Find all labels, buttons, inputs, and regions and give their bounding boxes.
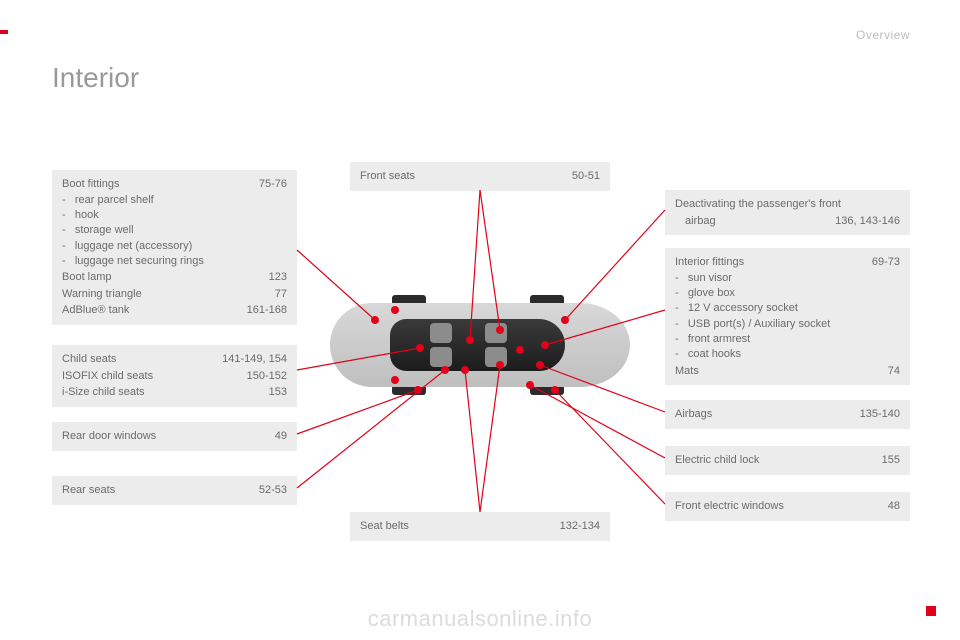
row: i-Size child seats 153 — [62, 384, 287, 401]
sub-item: hook — [62, 208, 287, 223]
box-child-seats: Child seats 141-149, 154 ISOFIX child se… — [52, 345, 297, 407]
label: Boot lamp — [62, 269, 259, 286]
box-rear-seats: Rear seats 52-53 — [52, 476, 297, 505]
label: Boot fittings — [62, 176, 249, 193]
label: i-Size child seats — [62, 384, 259, 401]
sub-item: luggage net securing rings — [62, 254, 287, 269]
sub-item: rear parcel shelf — [62, 193, 287, 208]
seat — [485, 323, 507, 343]
seat — [430, 323, 452, 343]
page: 136, 143-146 — [825, 213, 900, 230]
page: 69-73 — [862, 254, 900, 271]
sub-item: sun visor — [675, 271, 900, 286]
page: 49 — [265, 428, 287, 445]
sub-item: coat hooks — [675, 347, 900, 362]
corner-accent — [926, 606, 936, 616]
row-boot-fittings: Boot fittings 75-76 — [62, 176, 287, 193]
label: Warning triangle — [62, 286, 265, 303]
page: 155 — [872, 452, 900, 469]
box-electric-child-lock: Electric child lock 155 — [665, 446, 910, 475]
page: 50-51 — [562, 168, 600, 185]
row: Electric child lock 155 — [675, 452, 900, 469]
row: Seat belts 132-134 — [360, 518, 600, 535]
sub-item: luggage net (accessory) — [62, 239, 287, 254]
page: 123 — [259, 269, 287, 286]
box-seat-belts: Seat belts 132-134 — [350, 512, 610, 541]
row-warning-triangle: Warning triangle 77 — [62, 286, 287, 303]
row-adblue: AdBlue® tank 161-168 — [62, 302, 287, 319]
row: Airbags 135-140 — [675, 406, 900, 423]
label: Seat belts — [360, 518, 550, 535]
row-mats: Mats 74 — [675, 363, 900, 380]
label: Airbags — [675, 406, 850, 423]
label: Interior fittings — [675, 254, 862, 271]
page-title: Interior — [52, 62, 139, 94]
accent-bar — [0, 30, 8, 34]
sub-item: 12 V accessory socket — [675, 301, 900, 316]
row: Rear door windows 49 — [62, 428, 287, 445]
seat — [485, 347, 507, 367]
sub-item: front armrest — [675, 332, 900, 347]
sub-item: glove box — [675, 286, 900, 301]
page: 74 — [878, 363, 900, 380]
sub-item: storage well — [62, 223, 287, 238]
page: 132-134 — [550, 518, 600, 535]
row: Front seats 50-51 — [360, 168, 600, 185]
row: Child seats 141-149, 154 — [62, 351, 287, 368]
row: airbag 136, 143-146 — [675, 213, 900, 230]
section-label: Overview — [856, 28, 910, 42]
label: airbag — [675, 213, 825, 230]
label: AdBlue® tank — [62, 302, 237, 319]
row-boot-lamp: Boot lamp 123 — [62, 269, 287, 286]
page: 48 — [878, 498, 900, 515]
page: 52-53 — [249, 482, 287, 499]
label: Rear seats — [62, 482, 249, 499]
line1: Deactivating the passenger's front — [675, 196, 900, 213]
box-front-electric-windows: Front electric windows 48 — [665, 492, 910, 521]
label: ISOFIX child seats — [62, 368, 237, 385]
box-deactivating-airbag: Deactivating the passenger's front airba… — [665, 190, 910, 235]
label: Rear door windows — [62, 428, 265, 445]
car-diagram — [330, 275, 630, 415]
seat — [430, 347, 452, 367]
sub-item: USB port(s) / Auxiliary socket — [675, 317, 900, 332]
page: 141-149, 154 — [212, 351, 287, 368]
row: Front electric windows 48 — [675, 498, 900, 515]
box-interior-fittings: Interior fittings 69-73 sun visor glove … — [665, 248, 910, 385]
car-cabin — [390, 319, 565, 371]
page: 75-76 — [249, 176, 287, 193]
label: Electric child lock — [675, 452, 872, 469]
page: 77 — [265, 286, 287, 303]
page: 135-140 — [850, 406, 900, 423]
box-rear-door-windows: Rear door windows 49 — [52, 422, 297, 451]
label: Child seats — [62, 351, 212, 368]
page: 153 — [259, 384, 287, 401]
row: ISOFIX child seats 150-152 — [62, 368, 287, 385]
page: 161-168 — [237, 302, 287, 319]
page: 150-152 — [237, 368, 287, 385]
box-boot-fittings: Boot fittings 75-76 rear parcel shelf ho… — [52, 170, 297, 325]
label: Front electric windows — [675, 498, 878, 515]
row: Rear seats 52-53 — [62, 482, 287, 499]
label: Front seats — [360, 168, 562, 185]
label: Mats — [675, 363, 878, 380]
row: Interior fittings 69-73 — [675, 254, 900, 271]
watermark: carmanualsonline.info — [0, 606, 960, 632]
box-airbags: Airbags 135-140 — [665, 400, 910, 429]
box-front-seats: Front seats 50-51 — [350, 162, 610, 191]
